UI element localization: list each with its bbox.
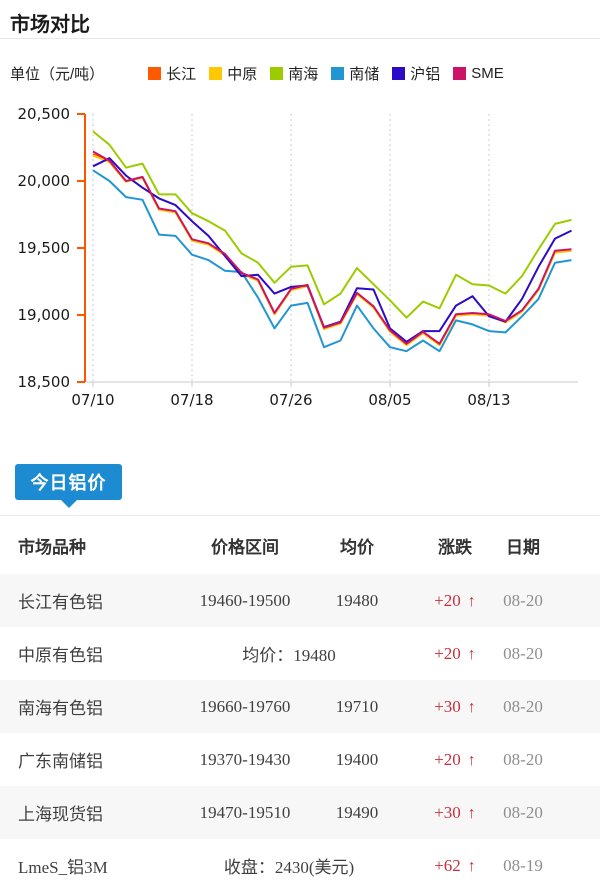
tab-pointer-icon [61, 500, 77, 508]
legend-swatch [453, 67, 467, 80]
change-value: +62 [434, 855, 461, 875]
up-arrow-icon: ↑ [467, 698, 476, 716]
series-line-沪铝 [92, 157, 572, 343]
price-chart: 07/10 07/18 07/26 08/05 08/13 20,500 20,000 19,… [18, 105, 578, 409]
price-range: 19460-19500 [199, 590, 291, 610]
x-tick-label: 08/13 [467, 391, 510, 409]
legend-label: 沪铝 [410, 66, 441, 83]
series-line-南海 [92, 130, 572, 319]
date-value: 08-20 [503, 749, 543, 769]
date-value: 08-20 [503, 643, 543, 663]
column-header: 市场品种 [18, 537, 86, 557]
up-arrow-icon: ↑ [467, 751, 476, 769]
table-row: 上海现货铝 19470-19510 19490 +30 ↑ 08-20 [0, 786, 600, 839]
date-value: 08-20 [503, 590, 543, 610]
series-line-SME [92, 150, 572, 345]
change-cell: +62 ↑ [408, 856, 502, 876]
today-price-tab-label: 今日铝价 [30, 473, 107, 493]
change-cell: +20 ↑ [408, 750, 502, 770]
table-row: 长江有色铝 19460-19500 19480 +20 ↑ 08-20 [0, 574, 600, 627]
change-value: +30 [434, 696, 461, 716]
legend-item-中原[interactable]: 中原 [209, 63, 257, 84]
market-name: 长江有色铝 [18, 593, 103, 612]
legend-label: 南海 [288, 66, 319, 83]
x-tick-label: 07/10 [71, 391, 114, 409]
section-header: 市场对比 [0, 0, 600, 39]
y-tick-label: 20,500 [18, 105, 71, 123]
table-row: 广东南储铝 19370-19430 19400 +20 ↑ 08-20 [0, 733, 600, 786]
legend-item-南储[interactable]: 南储 [331, 63, 379, 84]
avg-price: 19490 [335, 802, 379, 822]
legend-label: 长江 [166, 66, 197, 83]
date-value: 08-20 [503, 802, 543, 822]
legend-swatch [270, 67, 284, 80]
y-tick-label: 20,000 [18, 172, 71, 190]
column-header: 涨跌 [438, 537, 472, 557]
x-tick-label: 07/18 [170, 391, 213, 409]
market-name: LmeS_铝3M [18, 858, 108, 877]
market-name: 广东南储铝 [18, 752, 103, 771]
change-cell: +30 ↑ [408, 697, 502, 717]
change-value: +20 [434, 749, 461, 769]
unit-label: 单位（元/吨） [10, 66, 105, 83]
column-header: 均价 [340, 537, 374, 557]
change-value: +30 [434, 802, 461, 822]
change-cell: +30 ↑ [408, 803, 502, 823]
series-line-南储 [92, 169, 572, 353]
legend-label: 南储 [349, 66, 380, 83]
series-line-长江 [92, 153, 572, 346]
series-line-中原 [92, 154, 572, 347]
y-tick-label: 18,500 [18, 373, 71, 391]
up-arrow-icon: ↑ [467, 857, 476, 875]
price-table: 市场品种 价格区间 均价 涨跌 日期长江有色铝 19460-19500 19480 +20 ↑ 0… [0, 516, 600, 889]
legend-swatch [392, 67, 406, 80]
chart-legend: 长江 中原 南海 南储 沪铝 SME [148, 63, 517, 84]
change-cell: +20 ↑ [408, 644, 502, 664]
column-header: 日期 [506, 537, 540, 557]
legend-label: 中原 [227, 66, 258, 83]
legend-item-SME[interactable]: SME [453, 65, 504, 82]
y-tick-label: 19,500 [18, 239, 71, 257]
change-value: +20 [434, 643, 461, 663]
table-header-row: 市场品种 价格区间 均价 涨跌 日期 [0, 516, 600, 574]
legend-item-长江[interactable]: 长江 [148, 63, 196, 84]
divider [0, 515, 600, 516]
up-arrow-icon: ↑ [467, 645, 476, 663]
up-arrow-icon: ↑ [467, 592, 476, 610]
market-name: 南海有色铝 [18, 699, 103, 718]
change-value: +20 [434, 590, 461, 610]
price-range: 19660-19760 [199, 696, 291, 716]
price-range: 19370-19430 [199, 749, 291, 769]
table-row: LmeS_铝3M 收盘：2430(美元) +62 ↑ 08-19 [0, 839, 600, 889]
avg-price: 19400 [335, 749, 379, 769]
price-range: 19470-19510 [199, 802, 291, 822]
chart-header: 单位（元/吨） 长江 中原 南海 南储 沪铝 SME [0, 39, 600, 98]
date-value: 08-19 [503, 855, 543, 875]
avg-price: 19480 [335, 590, 379, 610]
legend-swatch [148, 67, 162, 80]
x-tick-label: 08/05 [368, 391, 411, 409]
y-tick-label: 19,000 [18, 306, 71, 324]
legend-item-南海[interactable]: 南海 [270, 63, 318, 84]
x-tick-label: 07/26 [269, 391, 312, 409]
legend-label: SME [471, 65, 504, 82]
avg-price: 19710 [335, 696, 379, 716]
price-summary: 收盘：2430(美元) [223, 858, 355, 877]
page-title: 市场对比 [10, 14, 90, 36]
legend-swatch [209, 67, 223, 80]
legend-item-沪铝[interactable]: 沪铝 [392, 63, 440, 84]
up-arrow-icon: ↑ [467, 804, 476, 822]
price-summary: 均价：19480 [242, 646, 336, 665]
table-row: 南海有色铝 19660-19760 19710 +30 ↑ 08-20 [0, 680, 600, 733]
market-name: 中原有色铝 [18, 646, 103, 665]
table-row: 中原有色铝 均价：19480 +20 ↑ 08-20 [0, 627, 600, 680]
change-cell: +20 ↑ [408, 591, 502, 611]
today-price-tab[interactable]: 今日铝价 [15, 464, 122, 508]
date-value: 08-20 [503, 696, 543, 716]
market-name: 上海现货铝 [18, 805, 103, 824]
legend-swatch [331, 67, 345, 80]
column-header: 价格区间 [211, 537, 279, 557]
